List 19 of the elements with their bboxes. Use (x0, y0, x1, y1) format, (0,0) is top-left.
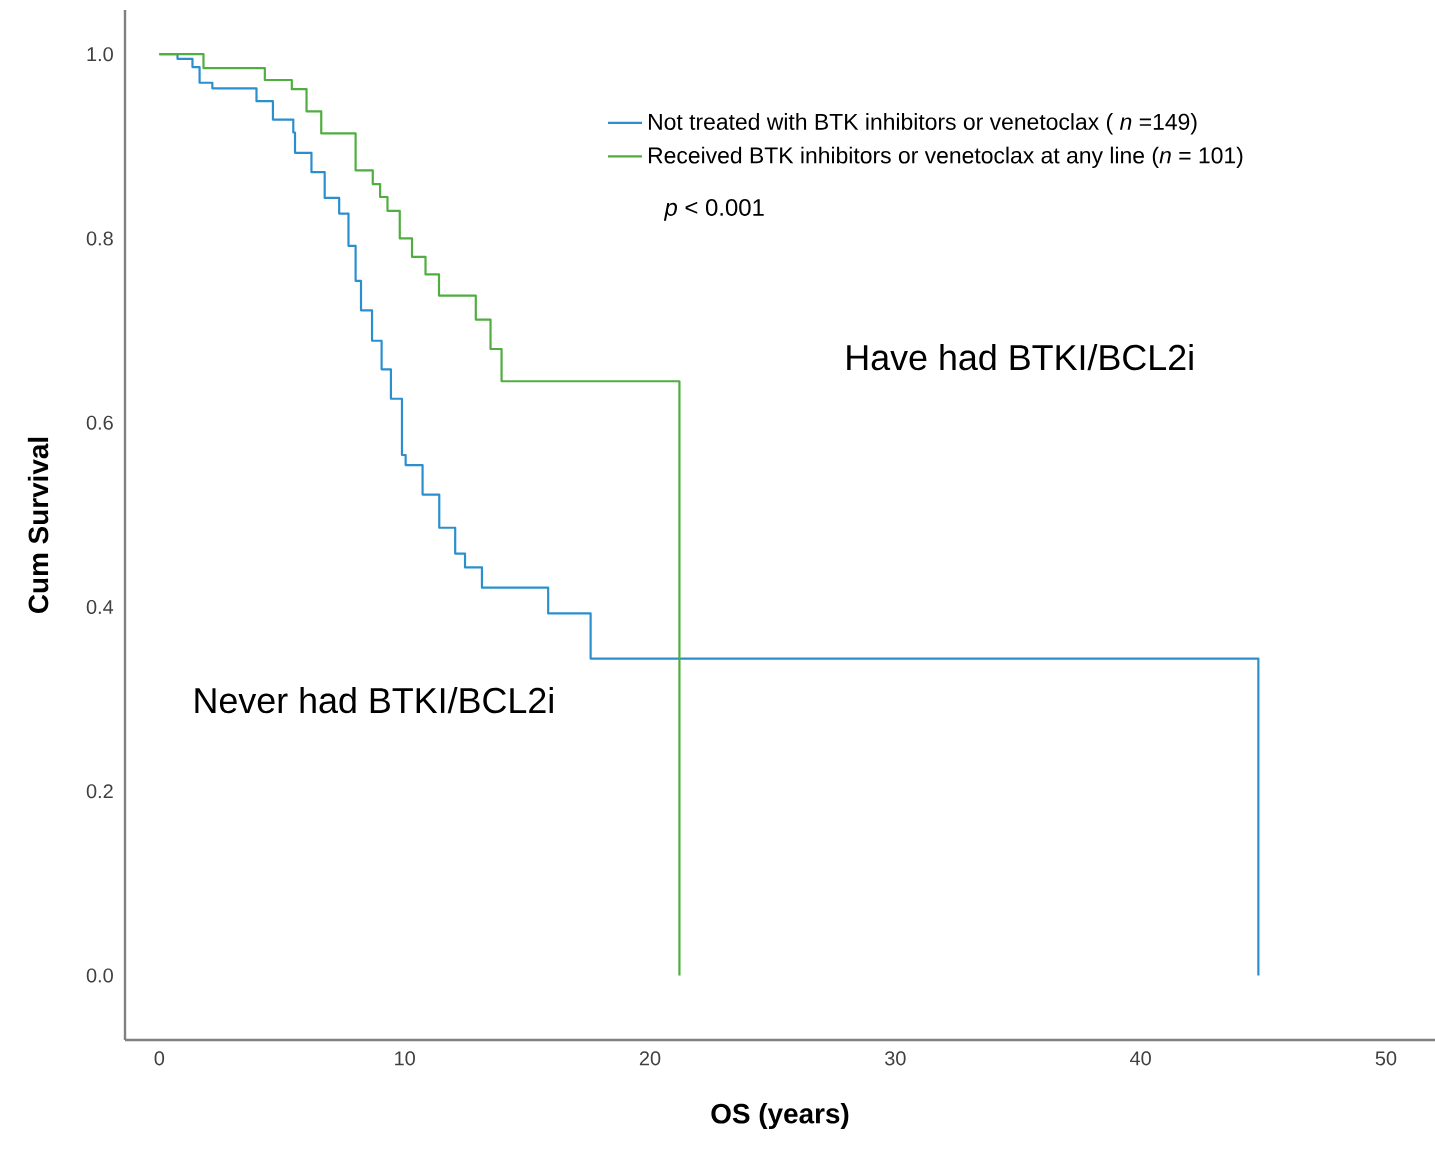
x-tick-label: 30 (884, 1051, 906, 1066)
x-tick-label: 40 (1130, 1051, 1151, 1066)
legend-label: Not treated with BTK inhibitors or venetoclax ( n =149) (648, 113, 1197, 135)
y-axis-title: Cum Survival (27, 437, 49, 613)
y-tick-label: 1.0 (87, 47, 113, 62)
annotation: p < 0.001 (663, 198, 764, 221)
annotation: Have had BTKI/BCL2i (847, 343, 1193, 371)
legend-label: Received BTK inhibitors or venetoclax at any line (n = 101) (648, 146, 1243, 169)
x-tick-label: 10 (395, 1051, 415, 1066)
y-tick-label: 0.6 (86, 415, 113, 430)
x-axis-title: OS (years) (711, 1103, 849, 1130)
x-tick-label: 0 (154, 1051, 165, 1066)
y-tick-label: 0.4 (86, 599, 114, 615)
y-tick-label: 0.8 (86, 231, 113, 246)
y-tick-label: 0.2 (86, 784, 113, 799)
y-tick-label: 0.0 (86, 968, 113, 983)
x-tick-label: 20 (639, 1051, 661, 1066)
x-tick-label: 50 (1375, 1051, 1397, 1066)
annotation: Never had BTKI/BCL2i (195, 686, 553, 714)
